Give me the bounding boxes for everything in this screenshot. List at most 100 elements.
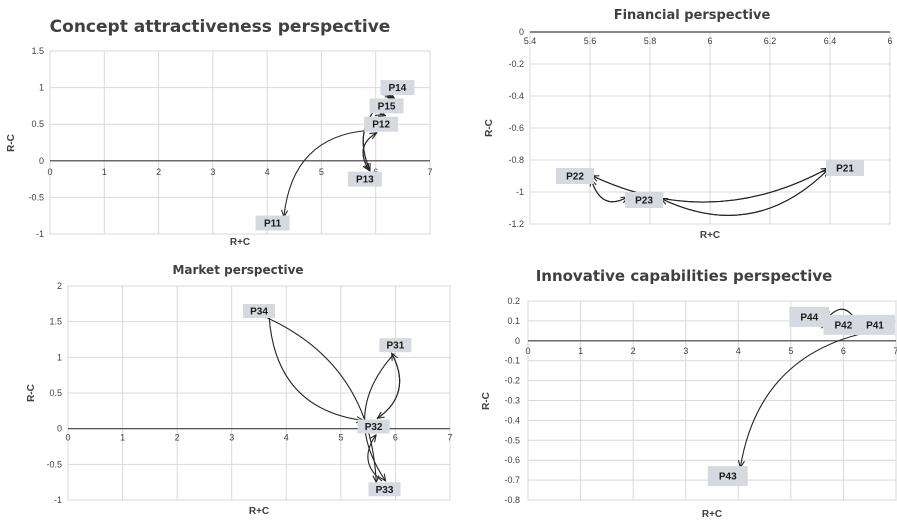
point-marker [368,482,401,497]
x-tick-label: 5.8 [644,36,657,46]
chart-title: Market perspective [172,263,303,277]
arrow-p21-to-p22 [592,167,829,203]
y-tick-label: -1 [36,229,44,239]
x-axis-label: R+C [702,509,722,520]
plot-area [49,50,431,235]
y-axis-label: R-C [6,134,17,152]
y-tick-label: 1.5 [31,46,44,56]
x-tick-label: 5.6 [584,36,597,46]
x-tick-label: 6 [707,36,712,46]
point-p13: P13 [347,171,382,187]
y-tick-label: 0 [515,336,520,346]
x-tick-label: 6.4 [824,36,837,46]
y-tick-label: 1 [57,352,62,362]
point-label: P12 [372,120,390,131]
x-tick-label: 4 [284,433,289,443]
x-axis-label: R+C [249,506,269,517]
point-marker [826,160,864,176]
point-label: P32 [365,422,383,433]
chart-panel-3: Market perspective 2 1.5 1 0.5 0 -0.5 -1 0 1 2 3 4 5 6… [26,263,453,517]
x-tick-label: 2 [175,433,180,443]
point-label: P42 [835,320,853,331]
point-p23: P23 [625,192,663,208]
x-tick-label: 3 [683,346,688,356]
x-tick-label: 3 [229,433,234,443]
point-label: P31 [387,341,405,352]
x-tick-label: 2 [156,167,161,177]
x-tick-label: 7 [447,433,452,443]
x-axis-label: R+C [700,230,720,241]
y-tick-label: -0.3 [504,396,520,406]
point-p41: P41 [854,314,895,335]
point-marker [369,98,404,114]
y-tick-label: 1 [39,83,44,93]
point-p11: P11 [255,215,290,231]
chart-title: Innovative capabilities perspective [536,267,833,285]
arrow-p12-to-p15 [380,114,386,117]
point-p14: P14 [380,80,415,96]
point-marker [707,466,748,487]
arrow-p23-to-p22 [591,179,629,203]
point-label: P22 [566,172,584,183]
chart-panel-2: Financial perspective 0 -0.2 -0.4 -0.6 -0.8 -1… [484,8,893,241]
point-p44: P44 [789,306,830,327]
point-marker [379,338,412,353]
point-marker [556,168,594,184]
point-p12: P12 [364,116,399,132]
y-tick-label: 0.2 [507,296,520,306]
y-tick-label: -0.5 [28,192,44,202]
y-tick-label: 0 [519,27,524,37]
arrow-p34-to-p32 [268,316,363,421]
relation-arrows [267,316,401,482]
chart-panel-1: Concept attractiveness perspective 1.5 1 0.… [6,17,433,248]
x-tick-label: 4 [736,346,741,356]
arrow-p31-to-p33 [364,353,395,481]
y-tick-label: -0.1 [504,356,520,366]
point-p42: P42 [823,314,864,335]
point-p32: P32 [357,419,390,434]
point-marker [347,171,382,187]
y-tick-label: 0 [57,424,62,434]
x-tick-label: 6.2 [764,36,777,46]
point-label: P33 [376,485,394,496]
arrow-p33-to-p32 [367,435,383,482]
x-tick-label: 1 [120,433,125,443]
y-tick-label: 0.5 [31,119,44,129]
y-tick-label: -0.5 [504,435,520,445]
x-tick-label: 5.4 [524,36,537,46]
point-marker [823,314,864,335]
arrow-p21-to-p23 [661,169,829,216]
x-tick-label: 5 [338,433,343,443]
point-label: P15 [378,101,396,112]
point-p22: P22 [556,168,594,184]
y-tick-label: 1.5 [49,317,62,327]
arrow-p13-to-p12 [362,133,377,171]
point-marker [854,314,895,335]
arrow-p22-to-p23 [590,178,628,202]
point-label: P43 [719,472,737,483]
x-tick-label: 7 [893,346,897,356]
x-tick-label: 5 [788,346,793,356]
y-tick-label: -0.2 [508,59,524,69]
y-tick-label: -1 [516,187,524,197]
point-marker [357,419,390,434]
point-label: P13 [356,175,374,186]
point-label: P21 [836,164,854,175]
point-label: P41 [866,320,884,331]
x-tick-label: 0 [47,167,52,177]
point-p21: P21 [826,160,864,176]
x-tick-label: 5 [319,167,324,177]
y-tick-label: 0 [39,156,44,166]
x-tick-label: 3 [210,167,215,177]
point-p15: P15 [369,98,404,114]
y-tick-label: -1.2 [508,219,524,229]
point-marker [364,116,399,132]
y-tick-label: -0.4 [504,415,520,425]
point-p33: P33 [368,482,401,497]
x-tick-label: 7 [427,167,432,177]
x-tick-label: 0 [65,433,70,443]
x-tick-label: 2 [631,346,636,356]
x-tick-label: 4 [265,167,270,177]
y-tick-label: -0.8 [504,495,520,505]
